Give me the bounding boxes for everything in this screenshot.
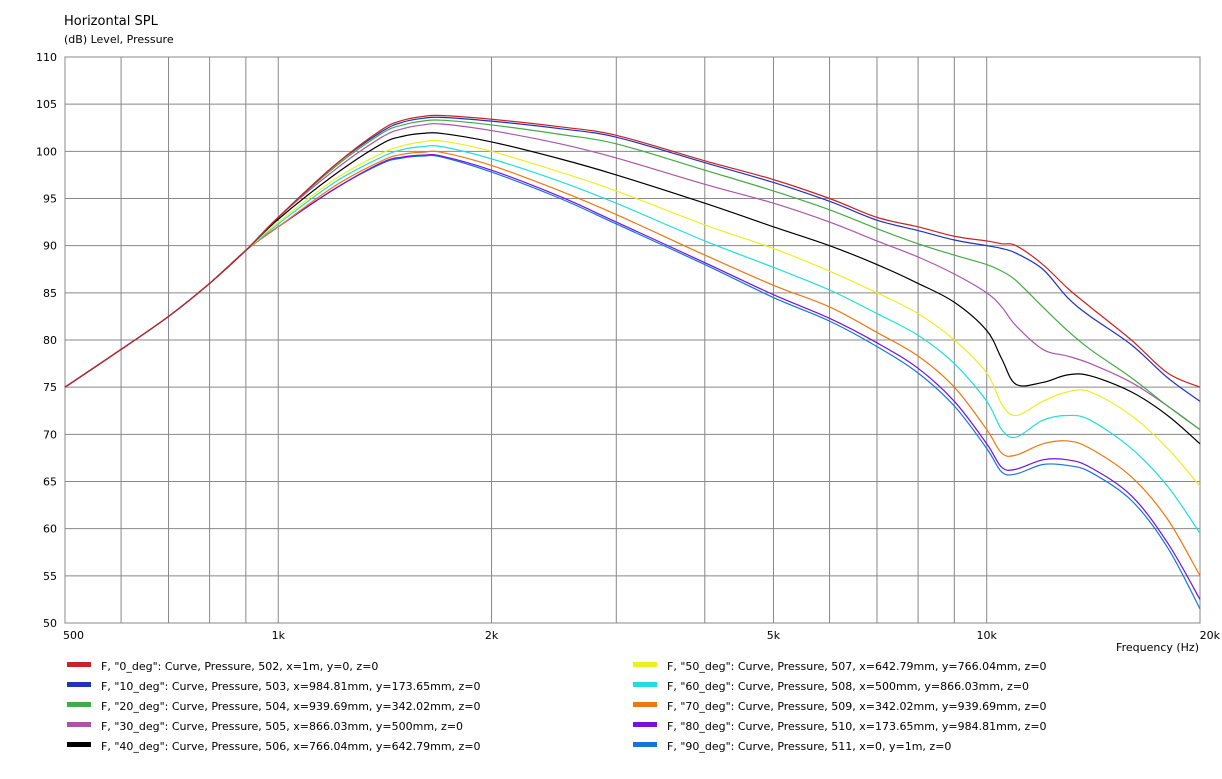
y-tick-label: 65 <box>43 476 57 489</box>
series-line-5 <box>64 139 1201 487</box>
curves <box>64 114 1201 610</box>
legend-label: F, "0_deg": Curve, Pressure, 502, x=1m, … <box>101 660 378 673</box>
legend: F, "0_deg": Curve, Pressure, 502, x=1m, … <box>67 660 1047 753</box>
y-tick-label: 75 <box>43 381 57 394</box>
series-line-6 <box>64 144 1201 534</box>
legend-label: F, "90_deg": Curve, Pressure, 511, x=0, … <box>667 740 951 753</box>
x-tick-label: 500 <box>63 629 84 642</box>
grid <box>64 56 1201 624</box>
x-tick-label: 1k <box>272 629 286 642</box>
y-tick-label: 100 <box>36 145 57 158</box>
legend-label: F, "50_deg": Curve, Pressure, 507, x=642… <box>667 660 1047 673</box>
y-tick-label: 55 <box>43 570 57 583</box>
legend-label: F, "80_deg": Curve, Pressure, 510, x=173… <box>667 720 1047 733</box>
chart-subtitle: (dB) Level, Pressure <box>64 33 174 46</box>
legend-swatch <box>633 722 657 727</box>
legend-swatch <box>633 662 657 667</box>
y-tick-label: 80 <box>43 334 57 347</box>
legend-label: F, "60_deg": Curve, Pressure, 508, x=500… <box>667 680 1029 693</box>
x-tick-label: 10k <box>977 629 998 642</box>
x-tick-label: 2k <box>485 629 499 642</box>
legend-label: F, "30_deg": Curve, Pressure, 505, x=866… <box>101 720 463 733</box>
legend-swatch <box>633 702 657 707</box>
x-axis-label: Frequency (Hz) <box>1116 641 1199 654</box>
x-tick-label: 20k <box>1200 629 1221 642</box>
legend-label: F, "40_deg": Curve, Pressure, 506, x=766… <box>101 740 481 753</box>
legend-label: F, "20_deg": Curve, Pressure, 504, x=939… <box>101 700 481 713</box>
x-tick-label: 5k <box>767 629 781 642</box>
legend-swatch <box>67 662 91 667</box>
series-line-0 <box>64 114 1201 388</box>
legend-swatch <box>67 702 91 707</box>
y-tick-label: 50 <box>43 617 57 630</box>
chart-title: Horizontal SPL <box>64 14 159 29</box>
x-axis: 500 1k 2k 5k 10k 20k <box>63 629 1221 642</box>
y-tick-label: 105 <box>36 98 57 111</box>
legend-swatch <box>67 682 91 687</box>
legend-swatch <box>67 722 91 727</box>
y-axis: 50 55 60 65 70 75 80 85 90 95 100 105 110 <box>36 51 57 630</box>
y-tick-label: 85 <box>43 287 57 300</box>
legend-label: F, "10_deg": Curve, Pressure, 503, x=984… <box>101 680 481 693</box>
series-line-7 <box>64 150 1201 577</box>
y-tick-label: 70 <box>43 428 57 441</box>
y-tick-label: 90 <box>43 240 57 253</box>
y-tick-label: 110 <box>36 51 57 64</box>
legend-swatch <box>633 682 657 687</box>
legend-swatch <box>67 742 91 747</box>
legend-swatch <box>633 742 657 747</box>
legend-label: F, "70_deg": Curve, Pressure, 509, x=342… <box>667 700 1047 713</box>
y-tick-label: 60 <box>43 523 57 536</box>
y-tick-label: 95 <box>43 193 57 206</box>
